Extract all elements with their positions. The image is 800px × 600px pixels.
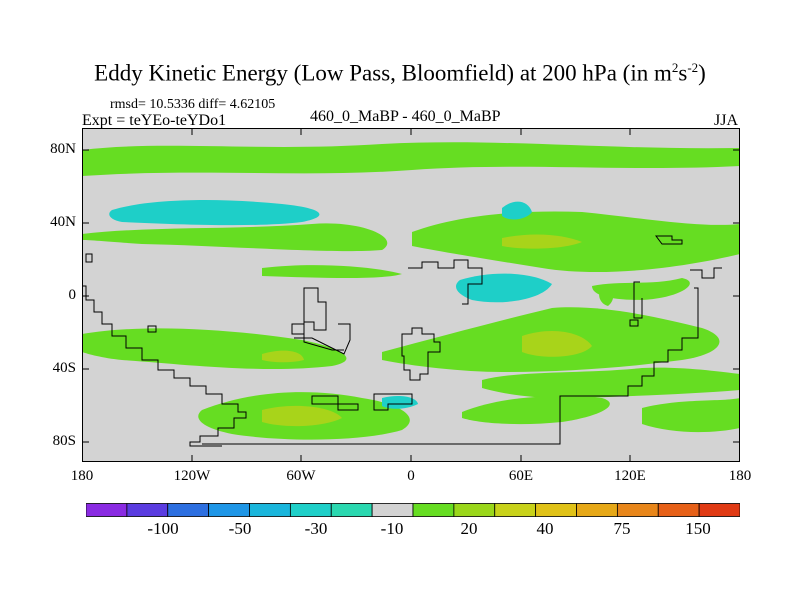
colorbar-swatch [249, 503, 291, 517]
region-positive [599, 287, 614, 306]
region-strong-positive [502, 234, 582, 249]
y-tick-label: 40N [50, 214, 76, 230]
colorbar-label: 75 [613, 519, 631, 538]
region-positive [202, 341, 342, 360]
map-panel [82, 128, 740, 462]
region-negative [502, 201, 532, 220]
colorbar-swatch [412, 503, 455, 517]
colorbar-swatch [86, 503, 128, 517]
plot-title: Eddy Kinetic Energy (Low Pass, Bloomfiel… [94, 60, 706, 86]
region-strong-positive [262, 405, 342, 427]
y-tick-label: 80S [52, 433, 76, 449]
region-positive [82, 142, 740, 176]
colorbar-label: 40 [536, 519, 554, 538]
case-label: 460_0_MaBP - 460_0_MaBP [310, 108, 501, 125]
y-tick-label: 40S [52, 360, 76, 376]
region-positive [482, 367, 740, 399]
region-strong-positive [262, 350, 304, 363]
colorbar-swatch [657, 503, 700, 517]
x-tick-label: 120E [614, 468, 646, 484]
colorbar-swatch [167, 503, 210, 517]
x-tick-label: 180 [728, 468, 752, 484]
colorbar-swatch [453, 503, 496, 517]
region-positive [592, 278, 690, 300]
x-tick-label: 60W [286, 468, 316, 484]
colorbar-label: 150 [685, 519, 711, 538]
coastline-outlines [82, 235, 722, 447]
stats-label: rmsd= 10.5336 diff= 4.62105 [110, 97, 276, 112]
colorbar-label: -50 [228, 519, 252, 538]
colorbar-swatch [576, 503, 618, 517]
region-positive [642, 398, 740, 433]
region-negative [382, 396, 418, 409]
axis-ticks [82, 128, 740, 462]
y-tick-label: 80N [50, 141, 76, 157]
colorbar-swatch [126, 503, 169, 517]
region-negative [109, 200, 320, 226]
experiment-label: Expt = teYEo-teYDo1 [82, 112, 227, 129]
colorbar-label: 20 [460, 519, 478, 538]
colorbar-label: -10 [380, 519, 404, 538]
colorbar-swatch [208, 503, 250, 517]
region-negative [456, 273, 552, 303]
x-tick-label: 0 [407, 468, 415, 484]
colorbar [86, 503, 740, 517]
y-tick-label: 0 [68, 287, 77, 303]
colorbar-swatch [616, 503, 659, 517]
colorbar-swatch [330, 503, 373, 517]
region-positive [462, 396, 610, 425]
region-strong-positive [522, 331, 592, 357]
region-positive [82, 223, 388, 252]
colorbar-swatch [535, 503, 577, 517]
colorbar-swatch [698, 503, 740, 517]
region-positive [262, 265, 402, 278]
x-tick-label: 180 [70, 468, 94, 484]
x-tick-label: 120W [173, 468, 211, 484]
colorbar-swatch [494, 503, 537, 517]
colorbar-label: -30 [304, 519, 328, 538]
colorbar-swatch [371, 503, 414, 517]
season-label: JJA [714, 112, 739, 129]
colorbar-swatch [289, 503, 332, 517]
colorbar-label: -100 [147, 519, 179, 538]
x-tick-label: 60E [508, 468, 534, 484]
